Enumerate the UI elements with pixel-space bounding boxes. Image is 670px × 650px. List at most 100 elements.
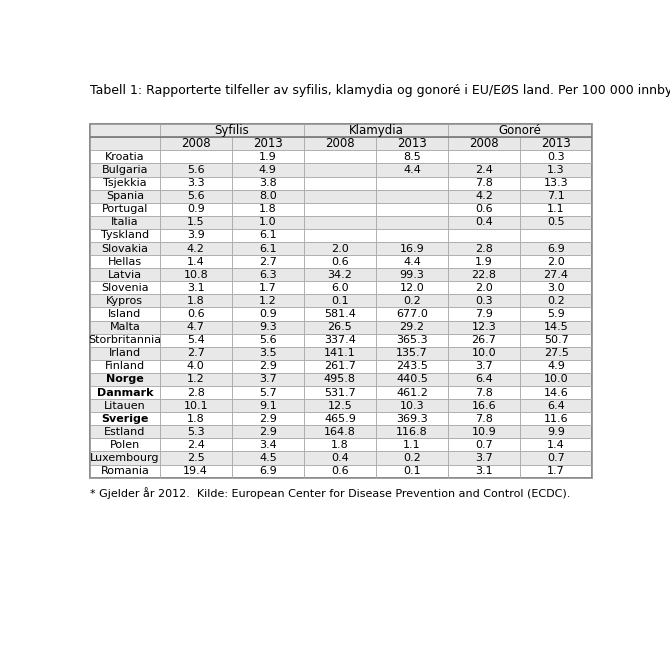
Text: 5.9: 5.9 — [547, 309, 565, 319]
Text: Estland: Estland — [104, 427, 145, 437]
Text: 5.7: 5.7 — [259, 387, 277, 398]
Bar — [304, 229, 376, 242]
Text: 14.5: 14.5 — [544, 322, 568, 332]
Text: 581.4: 581.4 — [324, 309, 356, 319]
Text: 0.7: 0.7 — [547, 453, 565, 463]
Bar — [232, 333, 304, 346]
Bar — [304, 242, 376, 255]
Text: 10.1: 10.1 — [184, 400, 208, 411]
Bar — [376, 438, 448, 452]
Text: 12.3: 12.3 — [472, 322, 496, 332]
Bar — [159, 150, 232, 163]
Text: 1.3: 1.3 — [547, 165, 565, 175]
Bar — [159, 294, 232, 307]
Text: 0.6: 0.6 — [331, 257, 348, 266]
Bar — [376, 242, 448, 255]
Text: 6.1: 6.1 — [259, 231, 277, 240]
Bar — [448, 124, 592, 137]
Bar — [376, 150, 448, 163]
Text: 13.3: 13.3 — [544, 178, 568, 188]
Bar — [520, 438, 592, 452]
Bar — [520, 281, 592, 294]
Text: 11.6: 11.6 — [544, 414, 568, 424]
Bar — [520, 177, 592, 190]
Text: 34.2: 34.2 — [328, 270, 352, 280]
Bar — [304, 177, 376, 190]
Bar — [90, 465, 159, 478]
Text: 4.7: 4.7 — [187, 322, 204, 332]
Text: 5.3: 5.3 — [187, 427, 204, 437]
Bar — [159, 373, 232, 386]
Bar — [304, 425, 376, 438]
Text: Tsjekkia: Tsjekkia — [103, 178, 147, 188]
Text: 1.0: 1.0 — [259, 217, 277, 228]
Text: Tabell 1: Rapporterte tilfeller av syfilis, klamydia og gonoré i EU/EØS land. Pe: Tabell 1: Rapporterte tilfeller av syfil… — [90, 84, 670, 97]
Bar — [520, 386, 592, 399]
Text: 2008: 2008 — [181, 137, 210, 150]
Bar — [448, 386, 520, 399]
Bar — [90, 216, 159, 229]
Bar — [232, 216, 304, 229]
Bar — [159, 320, 232, 333]
Text: 461.2: 461.2 — [396, 387, 428, 398]
Bar — [376, 229, 448, 242]
Bar — [520, 294, 592, 307]
Bar — [520, 412, 592, 425]
Text: 261.7: 261.7 — [324, 361, 356, 371]
Text: 2013: 2013 — [397, 137, 427, 150]
Text: 4.5: 4.5 — [259, 453, 277, 463]
Bar — [448, 229, 520, 242]
Bar — [90, 268, 159, 281]
Bar — [159, 452, 232, 465]
Bar — [232, 203, 304, 216]
Text: * Gjelder år 2012.  Kilde: European Center for Disease Prevention and Control (E: * Gjelder år 2012. Kilde: European Cente… — [90, 487, 570, 499]
Bar — [520, 150, 592, 163]
Text: 4.2: 4.2 — [187, 244, 204, 254]
Bar — [90, 281, 159, 294]
Bar — [159, 268, 232, 281]
Text: 5.6: 5.6 — [259, 335, 277, 345]
Text: Malta: Malta — [109, 322, 140, 332]
Bar — [376, 452, 448, 465]
Bar — [90, 320, 159, 333]
Bar — [448, 333, 520, 346]
Text: 9.1: 9.1 — [259, 400, 277, 411]
Bar — [90, 307, 159, 320]
Bar — [304, 399, 376, 412]
Text: 29.2: 29.2 — [399, 322, 425, 332]
Bar — [304, 163, 376, 177]
Bar — [159, 216, 232, 229]
Bar — [376, 190, 448, 203]
Text: 116.8: 116.8 — [396, 427, 428, 437]
Text: 3.4: 3.4 — [259, 440, 277, 450]
Bar — [448, 177, 520, 190]
Bar — [232, 190, 304, 203]
Bar — [232, 242, 304, 255]
Text: Storbritannia: Storbritannia — [88, 335, 161, 345]
Bar — [304, 190, 376, 203]
Bar — [448, 452, 520, 465]
Text: 3.9: 3.9 — [187, 231, 204, 240]
Text: 19.4: 19.4 — [184, 466, 208, 476]
Text: 2.0: 2.0 — [331, 244, 349, 254]
Bar — [376, 307, 448, 320]
Text: 0.9: 0.9 — [259, 309, 277, 319]
Bar — [232, 307, 304, 320]
Text: 0.3: 0.3 — [475, 296, 493, 306]
Text: 99.3: 99.3 — [399, 270, 424, 280]
Text: 2.8: 2.8 — [475, 244, 493, 254]
Text: 7.8: 7.8 — [475, 387, 493, 398]
Text: Irland: Irland — [109, 348, 141, 358]
Bar — [232, 386, 304, 399]
Text: 26.5: 26.5 — [328, 322, 352, 332]
Bar — [376, 412, 448, 425]
Bar — [448, 163, 520, 177]
Bar — [232, 255, 304, 268]
Bar — [448, 438, 520, 452]
Bar — [376, 294, 448, 307]
Bar — [520, 452, 592, 465]
Bar — [520, 216, 592, 229]
Text: 8.5: 8.5 — [403, 152, 421, 162]
Bar — [448, 242, 520, 255]
Bar — [376, 360, 448, 373]
